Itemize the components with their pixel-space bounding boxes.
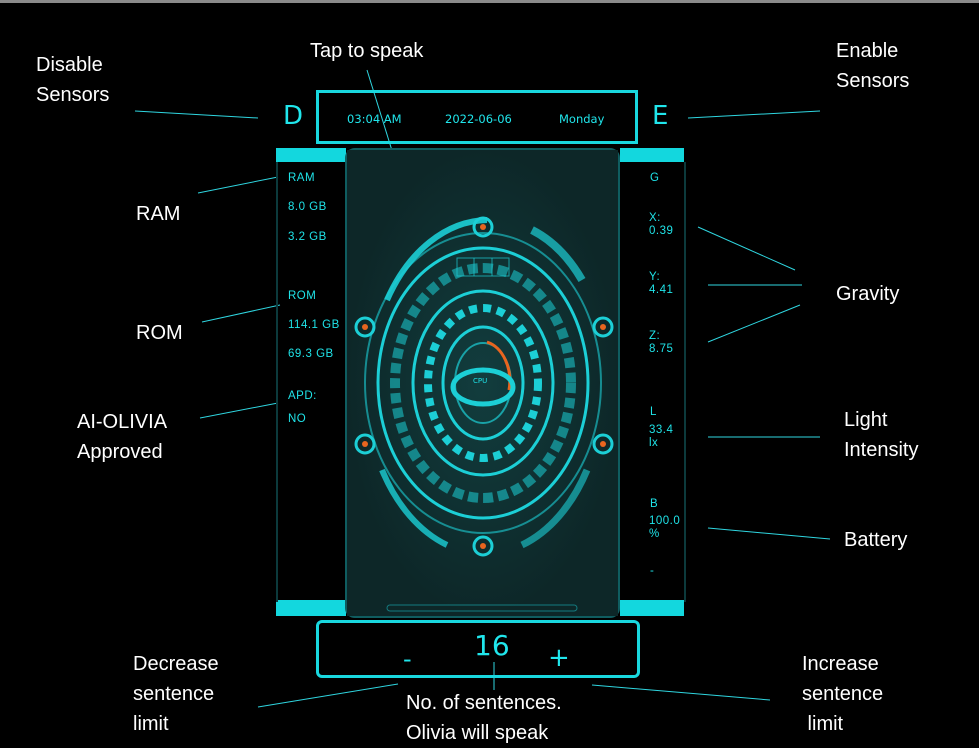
- light-value: 33.4: [649, 424, 674, 436]
- date-display: 2022-06-06: [445, 112, 512, 126]
- annotation-line: Battery: [844, 529, 908, 551]
- annotation-light-intensity: Light Intensity: [844, 405, 918, 465]
- callout-enable: [687, 110, 821, 119]
- rom-label: ROM: [288, 290, 317, 302]
- annotation-disable-sensors: Disable Sensors: [36, 50, 109, 110]
- sentence-count: 16: [474, 629, 510, 662]
- callout-rom: [201, 304, 281, 323]
- gravity-y-value: 4.41: [649, 284, 674, 296]
- annotation-line: Decrease: [133, 653, 219, 675]
- ram-free: 3.2 GB: [288, 231, 327, 243]
- annotation-decrease: Decrease sentence limit: [133, 649, 219, 739]
- gravity-label: G: [650, 172, 660, 184]
- annotation-line: AI-OLIVIA: [77, 411, 168, 433]
- callout-gravity-z: [707, 304, 801, 343]
- annotation-line: Sensors: [36, 84, 110, 106]
- callout-decrease: [257, 683, 399, 708]
- annotation-line: Gravity: [836, 283, 900, 305]
- annotation-line: Approved: [77, 441, 163, 463]
- frame-bar-bottom-right: [620, 600, 684, 616]
- gravity-x-value: 0.39: [649, 225, 674, 237]
- annotation-enable-sensors: Enable Sensors: [836, 36, 909, 96]
- annotation-line: ROM: [136, 322, 183, 344]
- rom-free: 69.3 GB: [288, 348, 334, 360]
- sensor-dash: -: [650, 565, 655, 577]
- header-bar: [316, 90, 638, 144]
- gravity-z-label: Z:: [649, 330, 661, 342]
- tap-to-speak-button[interactable]: [450, 367, 516, 407]
- annotation-ram: RAM: [136, 199, 180, 229]
- annotation-increase: Increase sentence limit: [802, 649, 883, 739]
- annotation-line: limit: [802, 713, 844, 735]
- gravity-y-label: Y:: [649, 271, 661, 283]
- annotation-tap-to-speak: Tap to speak: [310, 36, 423, 66]
- callout-gravity-x: [697, 226, 796, 271]
- right-sidebar: [620, 162, 686, 602]
- annotation-line: Increase: [802, 653, 879, 675]
- annotation-line: RAM: [136, 203, 181, 225]
- annotation-gravity: Gravity: [836, 279, 899, 309]
- callout-battery: [707, 527, 831, 540]
- frame-bar-bottom-left: [276, 600, 346, 616]
- annotation-line: limit: [133, 713, 169, 735]
- ram-label: RAM: [288, 172, 316, 184]
- hud-panel: CPU: [345, 148, 620, 618]
- callout-disable: [134, 110, 259, 119]
- annotation-sentences: No. of sentences. Olivia will speak: [406, 688, 562, 748]
- left-sidebar: [276, 162, 347, 602]
- light-unit: lx: [649, 437, 659, 449]
- battery-unit: %: [649, 528, 660, 540]
- ram-total: 8.0 GB: [288, 201, 327, 213]
- annotation-line: Light: [844, 409, 888, 431]
- annotation-line: Enable: [836, 40, 899, 62]
- hud-reactor-graphic: [347, 150, 618, 616]
- annotation-line: Intensity: [844, 439, 919, 461]
- frame-bar-top-left: [276, 148, 346, 162]
- annotation-line: Disable: [36, 54, 103, 76]
- battery-value: 100.0: [649, 515, 681, 527]
- annotation-line: sentence: [802, 683, 884, 705]
- top-border: [0, 0, 979, 3]
- light-label: L: [650, 406, 657, 418]
- annotation-rom: ROM: [136, 318, 183, 348]
- annotation-approved: AI-OLIVIA Approved: [77, 407, 167, 467]
- callout-approved: [199, 402, 279, 419]
- battery-label: B: [650, 498, 659, 510]
- apd-value: NO: [288, 413, 307, 425]
- sentence-control-bar: [316, 620, 640, 678]
- gravity-x-label: X:: [649, 212, 661, 224]
- annotation-line: Tap to speak: [310, 40, 424, 62]
- decrease-button[interactable]: -: [403, 645, 412, 673]
- annotation-battery: Battery: [844, 525, 907, 555]
- annotation-line: sentence: [133, 683, 215, 705]
- frame-bar-top-right: [620, 148, 684, 162]
- annotation-line: No. of sentences.: [406, 692, 562, 714]
- apd-label: APD:: [288, 390, 317, 402]
- day-display: Monday: [559, 112, 605, 126]
- callout-increase: [591, 684, 771, 701]
- annotation-line: Olivia will speak: [406, 722, 549, 744]
- annotation-line: Sensors: [836, 70, 910, 92]
- increase-button[interactable]: +: [548, 643, 570, 673]
- time-display: 03:04 AM: [347, 112, 402, 126]
- rom-total: 114.1 GB: [288, 319, 340, 331]
- callout-ram: [197, 176, 279, 194]
- enable-sensors-button[interactable]: E: [652, 101, 669, 131]
- gravity-z-value: 8.75: [649, 343, 674, 355]
- disable-sensors-button[interactable]: D: [283, 101, 304, 131]
- cpu-label: CPU: [473, 377, 488, 385]
